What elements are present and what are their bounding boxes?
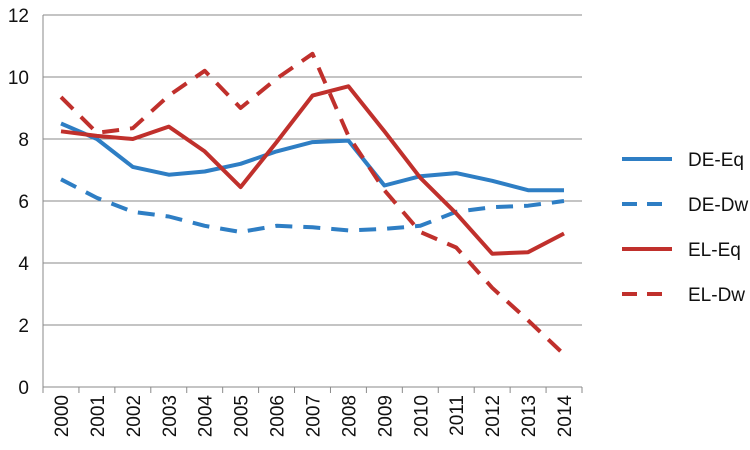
legend-label: DE-Eq	[688, 150, 744, 171]
axes	[42, 15, 583, 393]
series-line-de-dw	[60, 177, 565, 234]
x-tick-label: 2014	[555, 395, 576, 438]
series-line-el-eq	[60, 84, 565, 256]
x-tick-label: 2002	[124, 395, 145, 437]
x-tick-label: 2009	[375, 395, 396, 437]
x-tick-label: 2004	[196, 395, 217, 438]
legend-label: DE-Dw	[688, 195, 748, 216]
y-tick-label: 4	[18, 254, 29, 275]
y-tick-labels: 0 2 4 6 8 10 12	[8, 6, 30, 399]
x-tick-label: 2000	[52, 395, 73, 437]
legend-label: EL-Eq	[688, 240, 741, 261]
y-tick-label: 2	[18, 316, 29, 337]
legend: DE-Eq DE-Dw EL-Eq EL-Dw	[622, 150, 748, 306]
series-line-de-eq	[60, 121, 564, 193]
y-tick-label: 0	[18, 378, 29, 399]
x-tick-label: 2001	[88, 395, 109, 437]
x-tick-label: 2012	[483, 395, 504, 437]
x-tick-label: 2007	[304, 395, 325, 437]
y-tick-label: 12	[8, 6, 29, 27]
grid-lines	[43, 14, 582, 326]
x-tick-label: 2003	[160, 395, 181, 437]
x-tick-labels: 2000 2001 2002 2003 2004 2005 2006 2007 2008 2009…	[52, 395, 576, 438]
y-tick-label: 10	[8, 68, 29, 89]
x-tick-label: 2008	[339, 395, 360, 437]
series-line-el-dw	[59, 51, 566, 356]
x-tick-label: 2010	[411, 395, 432, 437]
x-tick-label: 2013	[519, 395, 540, 437]
series-lines	[59, 51, 566, 356]
y-tick-label: 8	[18, 130, 29, 151]
x-tick-label: 2005	[232, 395, 253, 437]
y-tick-label: 6	[18, 192, 29, 213]
legend-label: EL-Dw	[688, 285, 745, 306]
x-tick-label: 2011	[447, 395, 468, 436]
x-tick-label: 2006	[268, 395, 289, 437]
